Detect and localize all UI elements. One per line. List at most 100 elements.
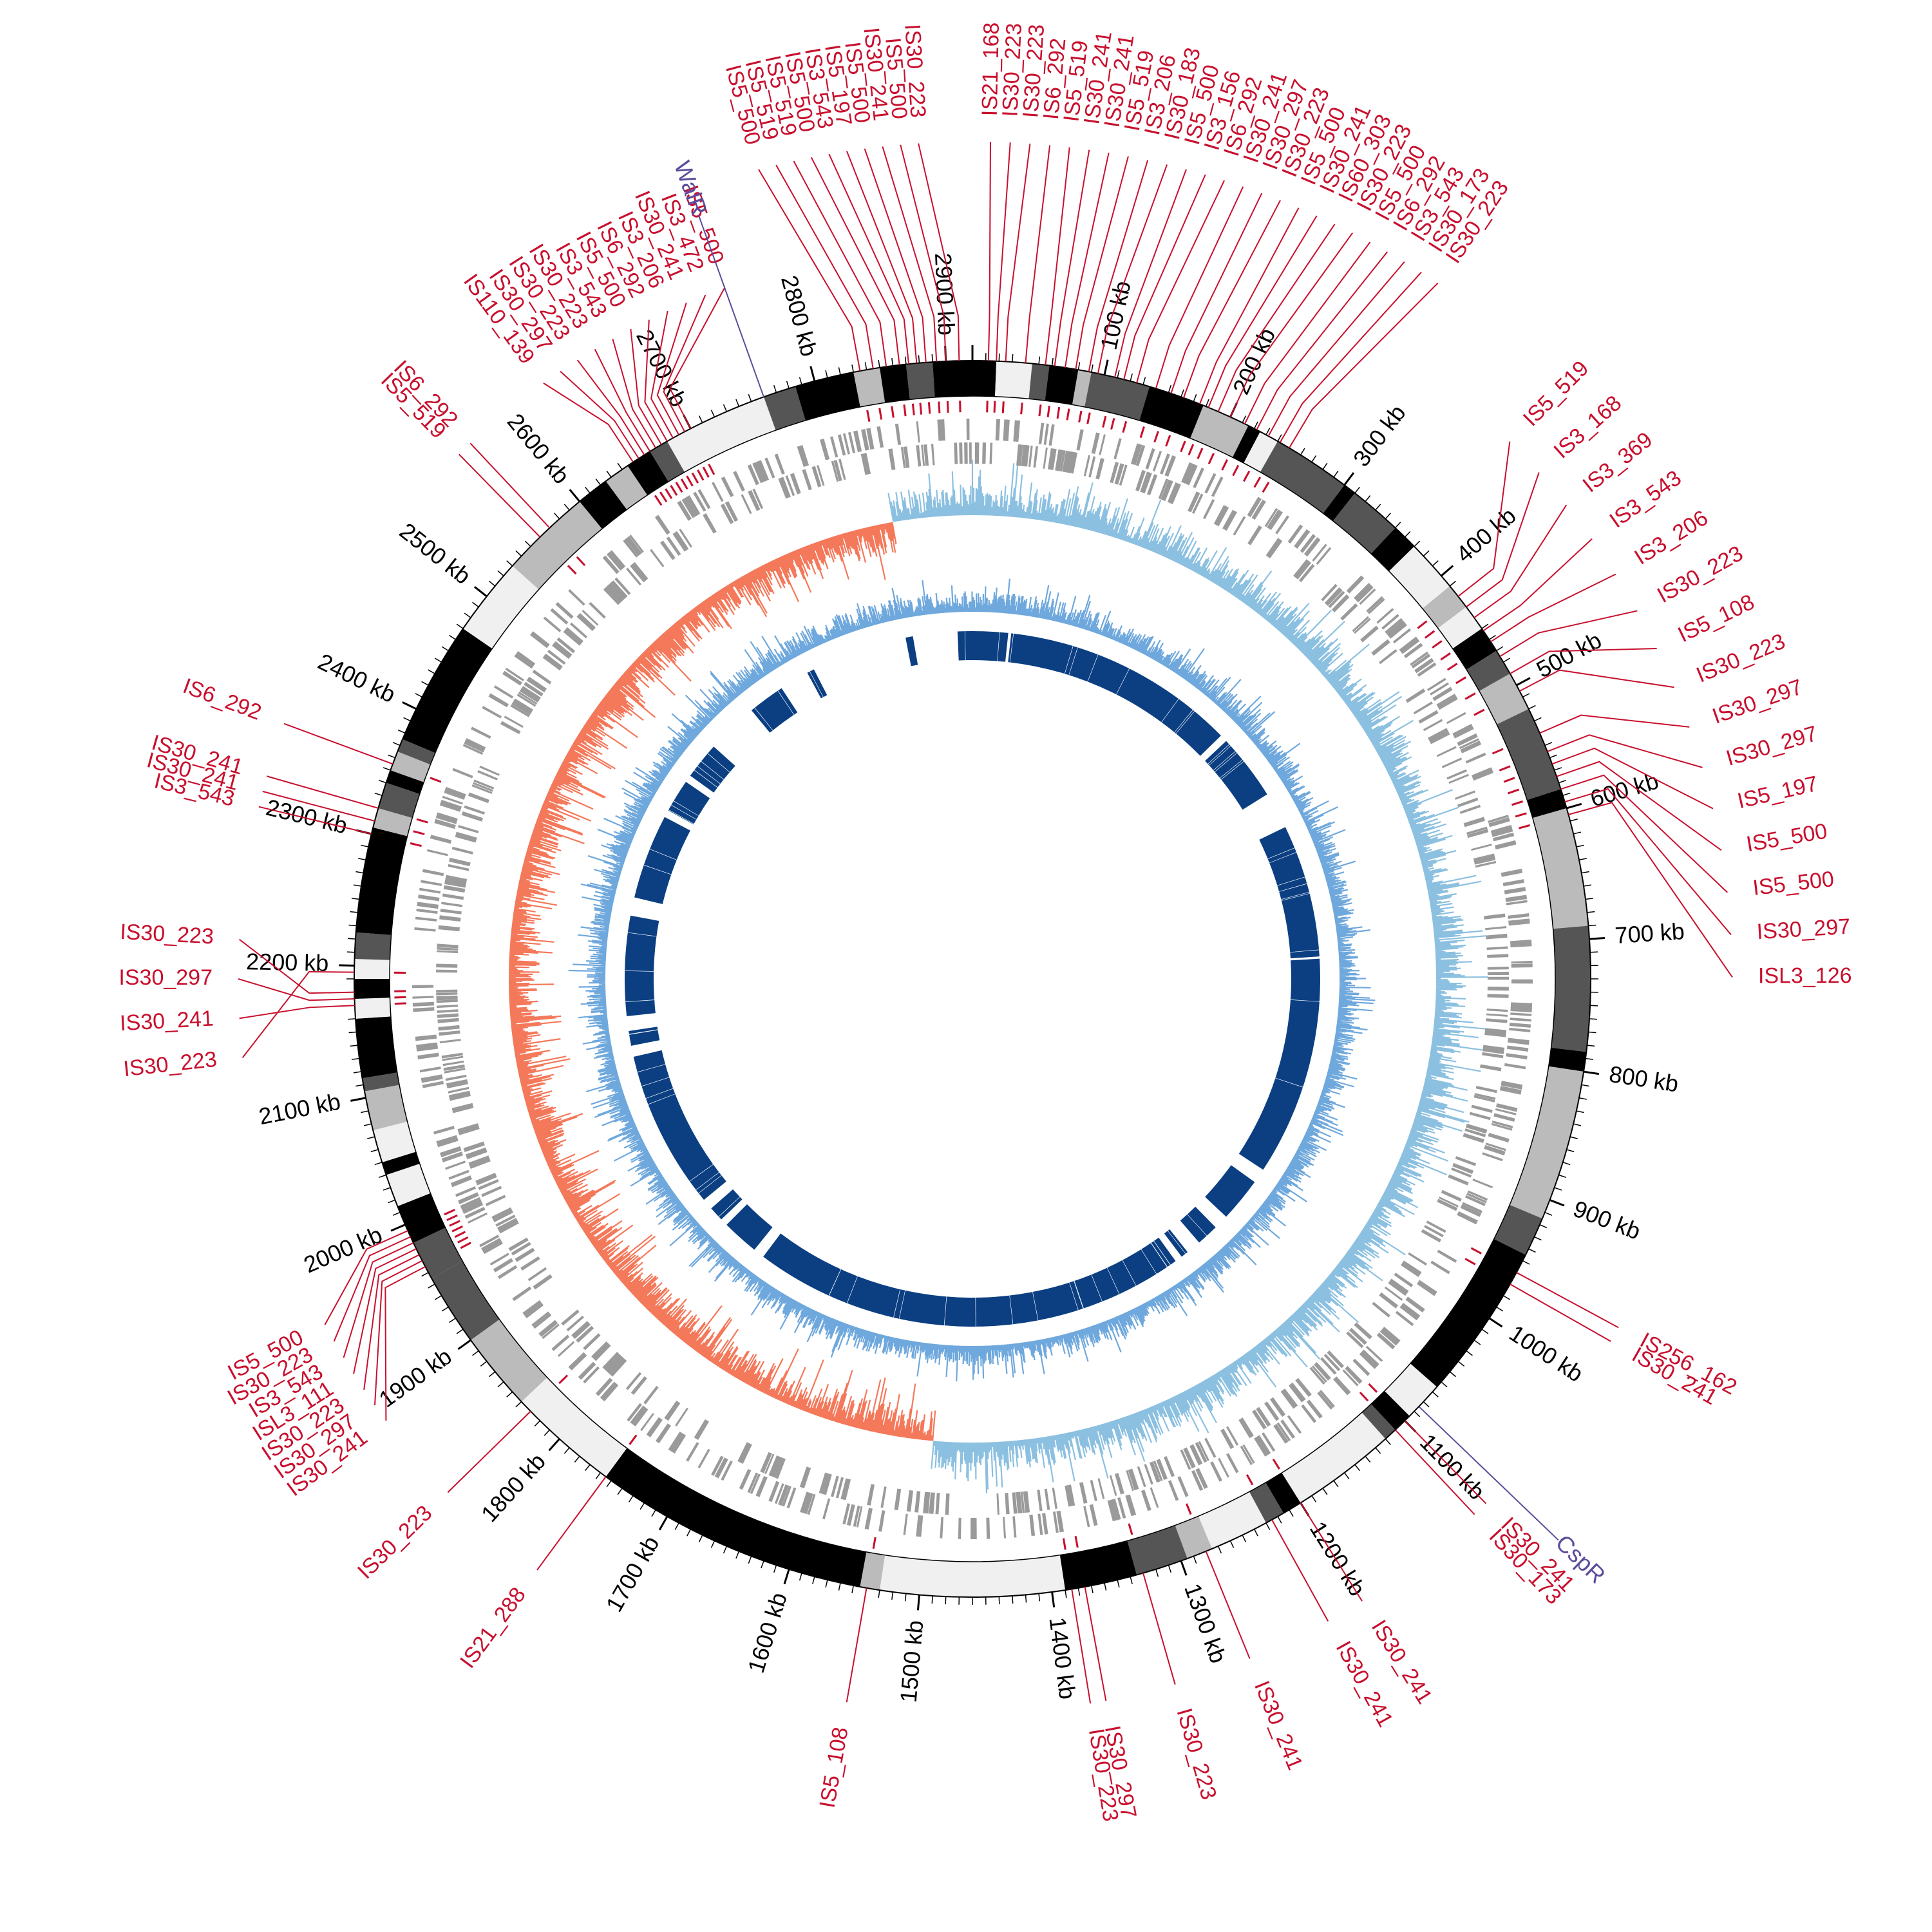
is-leader-line	[656, 302, 687, 435]
cds-feature	[1005, 1493, 1010, 1515]
is-leader-line	[1123, 174, 1206, 380]
is-marker	[680, 478, 688, 490]
cds-feature	[1482, 1052, 1504, 1059]
synteny-break	[696, 1172, 719, 1190]
cds-feature	[448, 1170, 469, 1180]
is-marker	[1492, 748, 1504, 755]
cds-feature	[1110, 462, 1119, 484]
cds-feature	[491, 1207, 513, 1220]
is-label: IS30_241	[119, 1006, 214, 1036]
is-leader-line	[846, 151, 918, 364]
is-leader-line	[1547, 734, 1703, 768]
minor-tick	[710, 1540, 715, 1548]
cds-feature	[1295, 1378, 1312, 1397]
is-marker	[413, 830, 425, 835]
cds-feature	[1314, 1362, 1331, 1381]
is-marker	[1020, 402, 1023, 415]
minor-tick	[388, 1199, 395, 1204]
major-tick	[339, 964, 355, 967]
cds-feature	[668, 1431, 682, 1451]
cds-feature	[1455, 790, 1476, 800]
is-leader-line	[1394, 1429, 1475, 1515]
minor-tick	[1365, 495, 1371, 502]
is-leader-line	[1229, 232, 1353, 417]
minor-tick	[1581, 1084, 1589, 1087]
minor-tick	[838, 1582, 841, 1591]
minor-tick	[1155, 1569, 1159, 1577]
tick-label: 2900 kb	[930, 252, 960, 336]
cds-feature	[438, 925, 460, 932]
cds-feature	[629, 535, 644, 553]
cds-feature	[1240, 1445, 1253, 1466]
cds-feature	[1091, 432, 1100, 454]
minor-tick	[1576, 1110, 1584, 1113]
cds-feature	[489, 1253, 509, 1266]
cds-feature	[467, 1212, 488, 1224]
is-marker	[1499, 765, 1511, 772]
cds-feature	[1473, 1095, 1495, 1103]
is-label: IS5_108	[815, 1725, 853, 1810]
cds-feature	[527, 1267, 547, 1282]
cds-feature	[606, 1355, 623, 1374]
cds-feature	[1506, 1053, 1528, 1059]
cds-feature	[835, 1477, 844, 1499]
gc-segment	[1497, 708, 1561, 800]
cds-feature	[1418, 710, 1439, 724]
cds-feature	[1331, 594, 1350, 612]
cds-feature	[1183, 463, 1195, 484]
cds-feature	[929, 1492, 933, 1514]
gc-segment	[354, 959, 390, 979]
cds-feature	[1309, 1367, 1325, 1385]
cds-feature	[959, 442, 963, 464]
cds-feature	[986, 1517, 990, 1539]
synteny-break	[810, 671, 824, 697]
is-marker	[394, 996, 406, 999]
cds-feature	[945, 1493, 950, 1515]
synteny-break	[1122, 1260, 1137, 1286]
is-marker	[938, 401, 941, 413]
cds-feature	[656, 1423, 671, 1444]
cds-feature	[576, 1325, 594, 1343]
minor-tick	[687, 1529, 691, 1537]
minor-tick	[1130, 374, 1133, 382]
minor-tick	[1104, 1582, 1107, 1591]
synteny-block	[972, 631, 1009, 662]
gc-segment	[1548, 1047, 1587, 1072]
cds-feature	[1247, 525, 1262, 545]
minor-tick	[378, 779, 386, 784]
cds-feature	[1426, 677, 1446, 692]
cds-feature	[1252, 1409, 1267, 1430]
cds-feature	[1469, 1112, 1491, 1121]
cds-feature	[1487, 954, 1509, 958]
cds-feature	[768, 1455, 779, 1476]
minor-tick	[1311, 1495, 1317, 1502]
cds-feature	[515, 1247, 535, 1262]
minor-tick	[421, 681, 429, 686]
cds-feature	[848, 431, 856, 453]
cds-feature	[1349, 1327, 1367, 1345]
minor-tick	[735, 1551, 740, 1559]
cds-feature	[1144, 1464, 1153, 1485]
minor-tick	[1242, 1535, 1247, 1542]
cds-feature	[1029, 1514, 1036, 1537]
cds-feature	[495, 1215, 516, 1227]
cds-feature	[1459, 738, 1479, 750]
cds-feature	[630, 1376, 647, 1395]
gc-segment	[1260, 441, 1345, 514]
minor-tick	[370, 1149, 379, 1153]
cds-feature	[433, 1126, 455, 1135]
minor-tick	[421, 1272, 429, 1277]
minor-tick	[1205, 399, 1209, 407]
is-marker	[708, 464, 715, 475]
is-marker	[1110, 417, 1115, 430]
is-marker	[1086, 412, 1091, 424]
minor-tick	[1025, 1595, 1027, 1603]
cds-feature	[686, 1442, 699, 1462]
minor-tick	[434, 1295, 442, 1300]
cds-feature	[1289, 1382, 1306, 1402]
cds-feature	[774, 453, 785, 475]
minor-tick	[363, 1123, 372, 1126]
minor-tick	[674, 1522, 679, 1530]
cds-feature	[640, 1412, 654, 1432]
minor-tick	[1091, 1585, 1094, 1593]
